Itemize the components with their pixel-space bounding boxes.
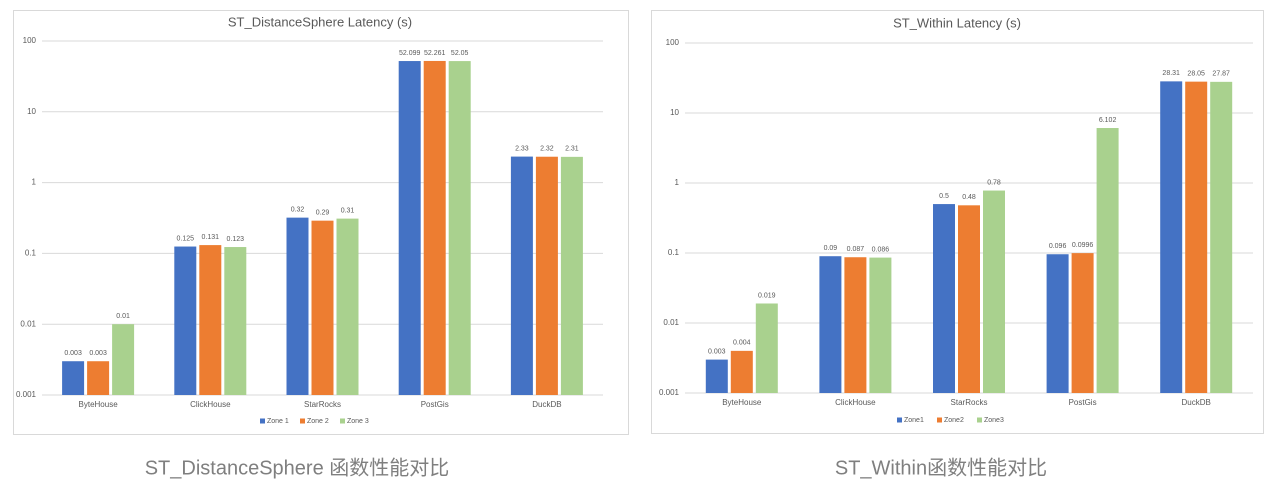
legend-label: Zone 2 <box>307 418 329 425</box>
y-tick-label: 0.001 <box>16 390 37 399</box>
bar <box>1210 81 1233 394</box>
bar <box>510 156 533 395</box>
x-tick-label: StarRocks <box>304 400 341 409</box>
data-label: 52.099 <box>399 50 421 57</box>
legend-swatch <box>977 417 982 423</box>
data-label: 0.004 <box>733 340 751 347</box>
x-tick-label: DuckDB <box>1182 398 1211 407</box>
data-label: 27.87 <box>1212 71 1230 78</box>
bar <box>535 156 558 395</box>
legend-label: Zone 3 <box>347 418 369 425</box>
y-tick-label: 0.1 <box>25 249 37 258</box>
legend-swatch <box>300 418 305 424</box>
data-label: 28.31 <box>1162 70 1180 77</box>
legend-label: Zone1 <box>904 417 924 424</box>
y-tick-label: 0.001 <box>659 388 680 397</box>
bar <box>730 350 753 393</box>
data-label: 0.78 <box>987 179 1001 186</box>
y-tick-label: 10 <box>670 108 679 117</box>
data-label: 2.31 <box>565 146 579 153</box>
data-label: 0.125 <box>177 235 195 242</box>
bar <box>560 156 583 395</box>
x-tick-label: PostGis <box>1069 398 1097 407</box>
y-tick-label: 100 <box>666 38 680 47</box>
chart-title: ST_DistanceSphere Latency (s) <box>228 14 412 29</box>
data-label: 28.05 <box>1187 70 1205 77</box>
x-tick-label: PostGis <box>421 400 449 409</box>
data-label: 52.261 <box>424 50 446 57</box>
data-label: 0.29 <box>316 210 330 217</box>
data-label: 0.086 <box>872 246 890 253</box>
data-label: 0.32 <box>291 206 305 213</box>
x-tick-label: ClickHouse <box>190 400 231 409</box>
x-tick-label: DuckDB <box>532 400 561 409</box>
y-tick-label: 10 <box>27 107 36 116</box>
bar <box>62 361 85 395</box>
bar <box>1160 81 1183 394</box>
bar <box>1071 253 1094 393</box>
data-label: 2.32 <box>540 146 554 153</box>
x-tick-label: ByteHouse <box>79 400 119 409</box>
data-label: 0.01 <box>116 313 130 320</box>
bar <box>983 190 1005 393</box>
legend-label: Zone2 <box>944 417 964 424</box>
bar <box>336 218 359 395</box>
caption: ST_Within函数性能对比 <box>835 456 1047 479</box>
bar <box>174 246 197 395</box>
data-label: 0.09 <box>824 245 838 252</box>
bar <box>958 205 980 393</box>
bar <box>1046 254 1069 393</box>
y-tick-label: 0.01 <box>20 319 36 328</box>
bar <box>1185 81 1208 393</box>
y-tick-label: 1 <box>675 178 680 187</box>
x-tick-label: ByteHouse <box>722 398 762 407</box>
bar <box>869 257 892 393</box>
data-label: 0.003 <box>64 350 82 357</box>
y-tick-label: 0.1 <box>668 248 680 257</box>
legend-label: Zone 1 <box>267 418 289 425</box>
bar <box>755 303 778 393</box>
data-label: 0.003 <box>708 348 726 355</box>
data-label: 0.096 <box>1049 243 1067 250</box>
bar <box>398 61 421 395</box>
y-tick-label: 100 <box>23 36 37 45</box>
bar <box>448 61 471 395</box>
data-label: 0.48 <box>962 194 976 201</box>
data-label: 0.0996 <box>1072 242 1094 249</box>
data-label: 0.087 <box>847 246 865 253</box>
data-label: 0.123 <box>227 236 245 243</box>
data-label: 0.5 <box>939 193 949 200</box>
data-label: 0.019 <box>758 292 776 299</box>
bar <box>87 361 110 395</box>
chart-title: ST_Within Latency (s) <box>893 15 1021 30</box>
x-tick-label: StarRocks <box>951 398 988 407</box>
x-tick-label: ClickHouse <box>835 398 876 407</box>
data-label: 6.102 <box>1099 117 1117 124</box>
bar <box>311 220 334 395</box>
caption: ST_DistanceSphere 函数性能对比 <box>145 456 450 479</box>
bar <box>112 324 135 395</box>
y-tick-label: 1 <box>32 178 37 187</box>
bar <box>819 256 842 393</box>
bar <box>933 204 955 393</box>
bar <box>224 247 247 395</box>
legend-label: Zone3 <box>984 417 1004 424</box>
data-label: 0.003 <box>89 350 107 357</box>
data-label: 52.05 <box>451 50 469 57</box>
data-label: 0.131 <box>202 234 220 241</box>
bar <box>705 359 728 393</box>
bar <box>423 60 446 396</box>
legend-swatch <box>260 418 265 424</box>
legend-swatch <box>340 418 345 424</box>
bar <box>1096 128 1119 393</box>
legend-swatch <box>897 417 902 423</box>
data-label: 0.31 <box>341 207 355 214</box>
bar <box>199 245 222 395</box>
y-tick-label: 0.01 <box>663 318 679 327</box>
legend-swatch <box>937 417 942 423</box>
bar <box>844 257 867 393</box>
bar <box>286 217 309 395</box>
data-label: 2.33 <box>515 145 529 152</box>
